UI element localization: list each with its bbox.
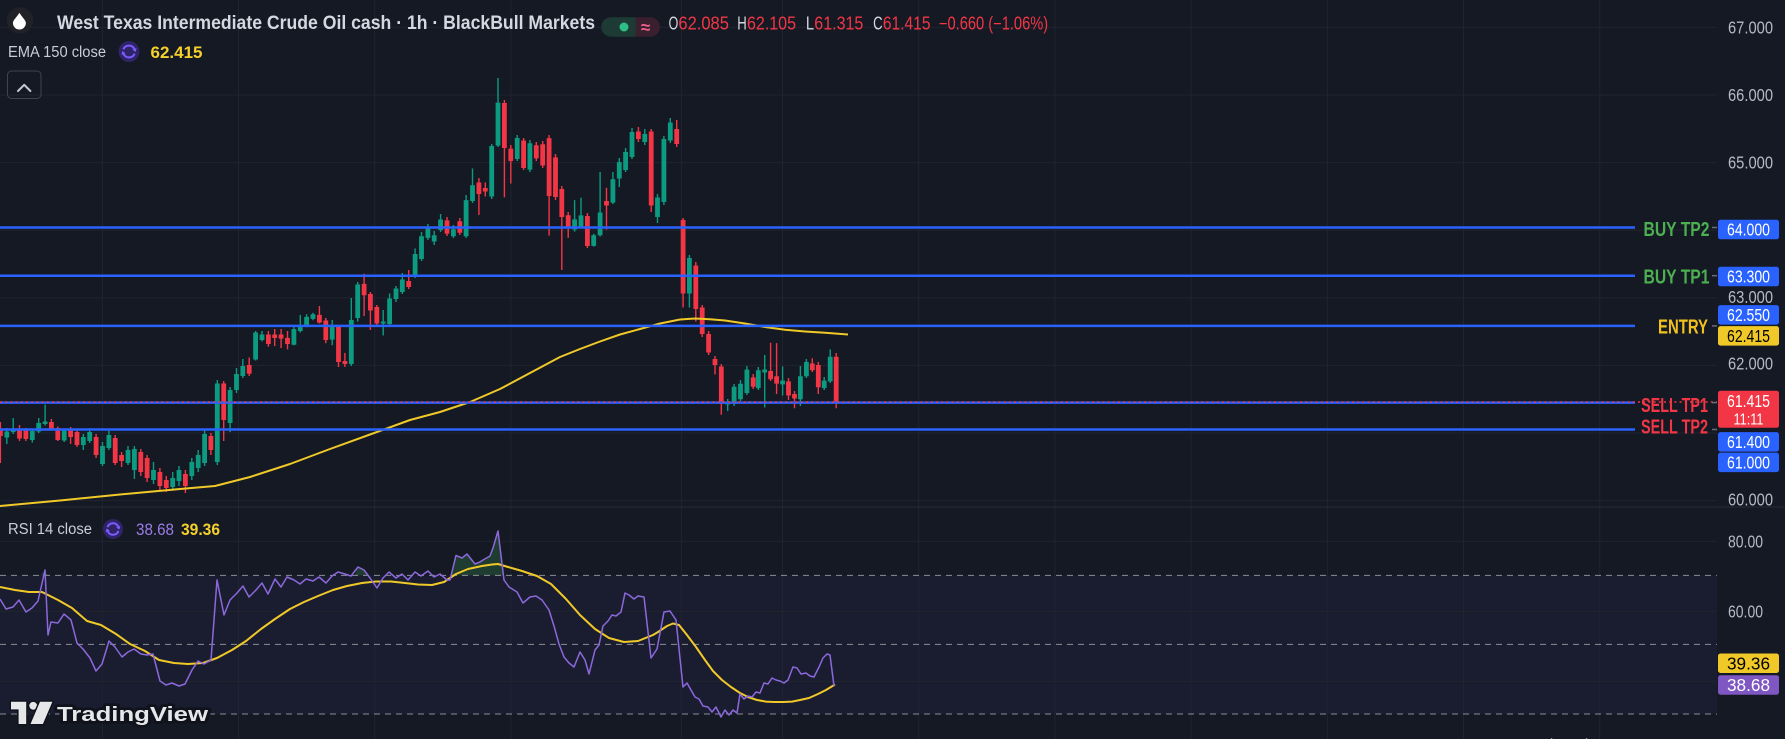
svg-text:62.000: 62.000: [1728, 354, 1773, 374]
svg-text:H: H: [737, 14, 747, 34]
svg-text:Anchored VWAP: Anchored VWAP: [1524, 736, 1636, 739]
svg-text:66.000: 66.000: [1728, 85, 1773, 105]
svg-text:BUY TP1: BUY TP1: [1644, 267, 1710, 289]
svg-text:60.000: 60.000: [1728, 489, 1773, 509]
svg-text:62.105: 62.105: [747, 14, 796, 34]
svg-text:62.550: 62.550: [1727, 305, 1770, 325]
svg-text:65.000: 65.000: [1728, 153, 1773, 173]
svg-text:11:11: 11:11: [1734, 412, 1764, 429]
svg-text:West Texas Intermediate Crude: West Texas Intermediate Crude Oil cash ·…: [57, 12, 595, 34]
svg-text:EMA 150 close: EMA 150 close: [8, 44, 106, 61]
svg-text:62.415: 62.415: [1727, 326, 1770, 346]
svg-text:39.36: 39.36: [1727, 653, 1770, 673]
svg-text:63.000: 63.000: [1728, 287, 1773, 307]
svg-text:62.415: 62.415: [151, 43, 203, 62]
svg-text:SELL TP1: SELL TP1: [1641, 395, 1708, 417]
svg-text:80.00: 80.00: [1728, 531, 1763, 551]
svg-text:≈: ≈: [641, 18, 650, 37]
svg-text:BUY TP2: BUY TP2: [1644, 219, 1710, 241]
svg-text:61.400: 61.400: [1727, 432, 1770, 452]
svg-text:38.68: 38.68: [1727, 675, 1770, 695]
svg-text:TradingView: TradingView: [57, 703, 208, 726]
svg-text:61.315: 61.315: [814, 14, 863, 34]
svg-text:39.36: 39.36: [181, 520, 220, 539]
svg-text:61.000: 61.000: [1727, 452, 1770, 472]
svg-text:62.085: 62.085: [678, 14, 729, 34]
svg-text:64.000: 64.000: [1727, 220, 1770, 240]
svg-text:C: C: [873, 14, 883, 34]
svg-text:L: L: [806, 14, 814, 34]
svg-text:−0.660 (−1.06%): −0.660 (−1.06%): [939, 14, 1048, 34]
svg-text:SELL TP2: SELL TP2: [1641, 417, 1708, 439]
svg-text:63.300: 63.300: [1727, 267, 1770, 287]
svg-text:O: O: [669, 14, 679, 34]
svg-text:60.00: 60.00: [1728, 601, 1763, 621]
svg-text:RSI 14 close: RSI 14 close: [8, 521, 92, 538]
svg-text:61.415: 61.415: [883, 14, 931, 34]
svg-text:ENTRY: ENTRY: [1658, 317, 1708, 339]
svg-text:67.000: 67.000: [1728, 17, 1773, 37]
svg-text:38.68: 38.68: [136, 520, 174, 539]
svg-text:61.415: 61.415: [1727, 391, 1770, 411]
